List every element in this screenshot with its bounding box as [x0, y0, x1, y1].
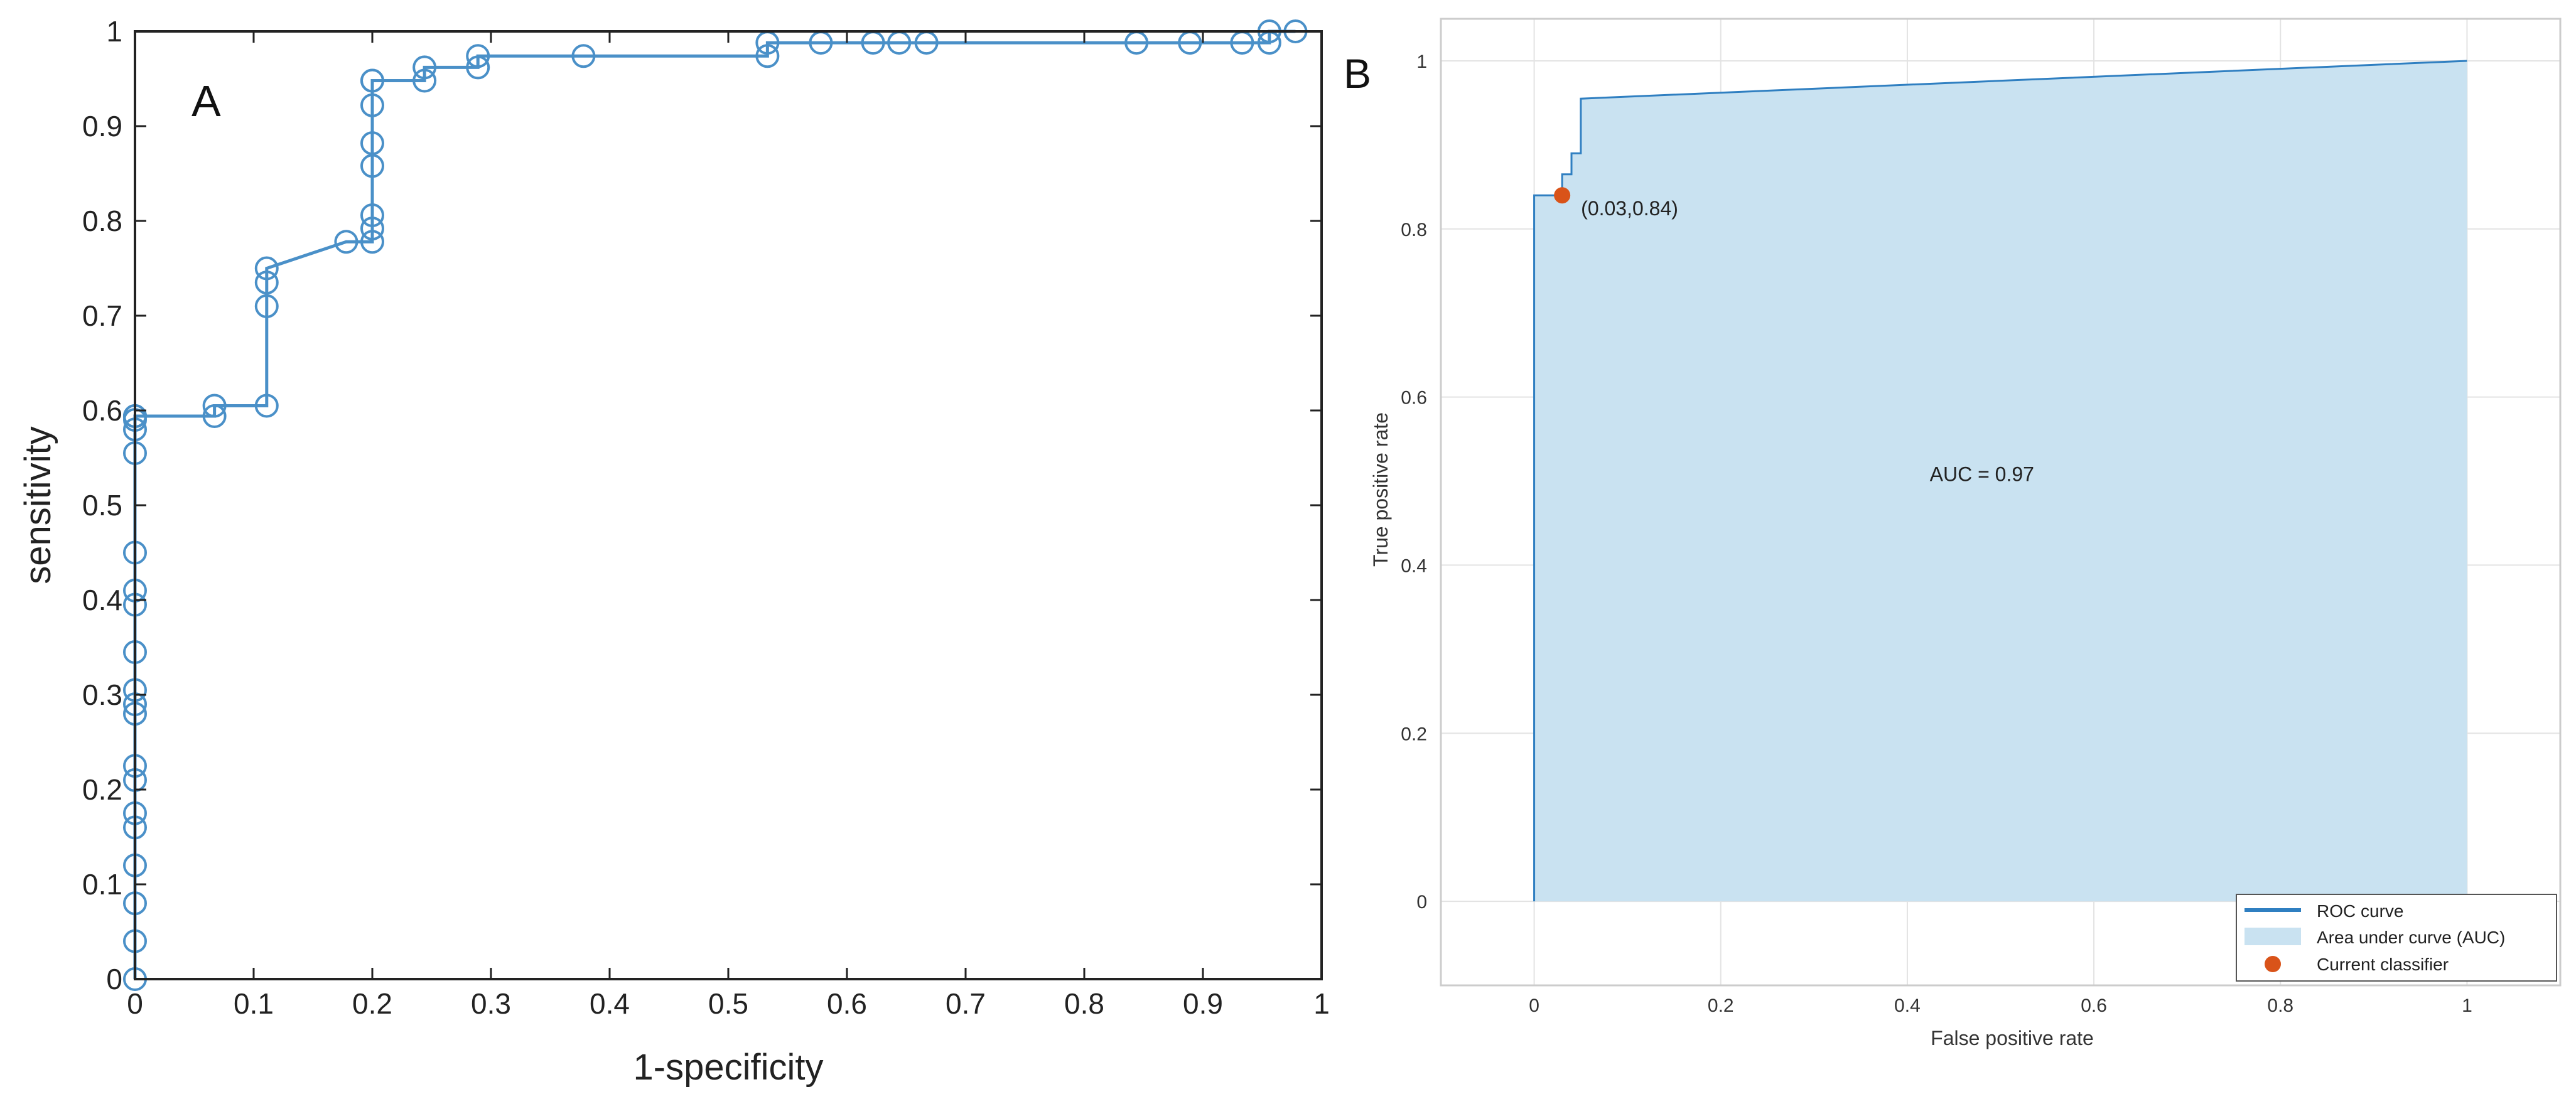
panel-a-ytick-label: 0.3: [82, 678, 122, 711]
legend-classifier-swatch: [2265, 956, 2281, 972]
panel-b-xtick-label: 0.2: [1708, 995, 1734, 1016]
panel-a-roc-point: [254, 294, 279, 318]
panel-a-roc-point: [360, 93, 384, 117]
panel-a-roc-point: [334, 230, 358, 254]
panel-a-ylabel: sensitivity: [18, 426, 58, 584]
panel-a-ytick-label: 0.1: [82, 868, 122, 901]
panel-a-roc-point: [412, 55, 437, 80]
panel-a-xtick-label: 0.9: [1183, 987, 1223, 1020]
auc-area: [1534, 60, 2467, 902]
panel-b-xtick-label: 0.4: [1894, 995, 1921, 1016]
panel-a-ytick-label: 0.8: [82, 205, 122, 237]
panel-a-roc-point: [360, 68, 384, 93]
panel-b-letter: B: [1344, 50, 1371, 97]
panel-a-roc-point: [360, 131, 384, 156]
panel-a-roc-point: [360, 154, 384, 178]
panel-b-legend: ROC curve Area under curve (AUC) Current…: [2236, 894, 2557, 982]
panel-a-xtick-label: 0.5: [708, 987, 748, 1020]
panel-a-xtick-label: 0.4: [590, 987, 630, 1020]
panel-a-xtick-label: 0.8: [1064, 987, 1104, 1020]
panel-a-chart: 0 0.1 0.2 0.3 0.4 0.5 0.6 0.7 0.8 0.9 1 0 0.1 0.2 0.3 0…: [18, 15, 1330, 1088]
panel-a-roc-point: [360, 217, 384, 241]
panel-a-ticks: 0 0.1 0.2 0.3 0.4 0.5 0.6 0.7 0.8 0.9 1 0 0.1 0.2 0.3 0…: [82, 15, 1330, 1020]
panel-b-plot-frame: [1440, 18, 2562, 987]
panel-a-ytick-label: 0.6: [82, 394, 122, 427]
panel-a-roc-point: [254, 394, 279, 418]
panel-a-xtick-label: 0.6: [827, 987, 867, 1020]
panel-b-xtick-label: 1: [2462, 995, 2472, 1016]
panel-a-ytick-label: 0.5: [82, 489, 122, 522]
panel-a-roc-point: [466, 44, 490, 68]
legend-auc-swatch: [2245, 928, 2301, 945]
panel-a-xtick-label: 0.7: [946, 987, 986, 1020]
legend-classifier-label: Current classifier: [2317, 955, 2449, 974]
panel-b-ytick-label: 0.2: [1401, 724, 1427, 744]
current-classifier-point: [1554, 187, 1571, 204]
panel-a-roc-point: [360, 203, 384, 227]
panel-a-xtick-label: 0: [127, 987, 143, 1020]
panel-a-roc-point: [202, 394, 227, 418]
panel-a-ytick-label: 0: [106, 963, 122, 995]
legend-roc-label: ROC curve: [2317, 901, 2403, 921]
panel-a-roc-point: [254, 271, 279, 295]
legend-auc-label: Area under curve (AUC): [2317, 928, 2505, 947]
panel-a-xtick-label: 1: [1313, 987, 1330, 1020]
panel-a-roc-point: [202, 404, 227, 429]
roc-curve-line: [1533, 60, 2467, 902]
panel-a-ytick-label: 0.9: [82, 110, 122, 142]
panel-a-ytick-label: 0.4: [82, 584, 122, 616]
panel-b-marks: [1533, 60, 2467, 902]
panel-a-roc-point: [466, 55, 490, 80]
panel-a-roc-point: [571, 44, 596, 68]
panel-a-roc-point: [755, 44, 780, 68]
auc-annotation: AUC = 0.97: [1930, 463, 2034, 486]
panel-b-xtick-label: 0.8: [2267, 995, 2293, 1016]
panel-b-ytick-label: 0.6: [1401, 388, 1427, 409]
panel-a-roc-point: [254, 256, 279, 281]
panel-a-ytick-label: 0.2: [82, 773, 122, 806]
current-classifier-annotation: (0.03,0.84): [1581, 197, 1678, 220]
panel-a-roc-point: [412, 68, 437, 93]
panel-b-xlabel: False positive rate: [1931, 1027, 2094, 1049]
panel-b-ytick-label: 0.8: [1401, 220, 1427, 240]
panel-b-ytick-label: 0: [1416, 892, 1427, 913]
panel-b-ytick-label: 0.4: [1401, 555, 1427, 576]
panel-b-ytick-label: 1: [1416, 51, 1427, 72]
panel-a-roc-point: [360, 230, 384, 254]
panel-b-ylabel: True positive rate: [1369, 412, 1392, 567]
panel-a-xtick-label: 0.1: [234, 987, 274, 1020]
panel-a-letter: A: [191, 77, 221, 126]
panel-a-xlabel: 1-specificity: [633, 1047, 824, 1088]
panel-a-xtick-label: 0.2: [352, 987, 392, 1020]
panel-a-ytick-label: 0.7: [82, 299, 122, 332]
panel-b-xtick-label: 0: [1529, 995, 1539, 1016]
panel-a-ytick-label: 1: [106, 15, 122, 48]
panel-a-xtick-label: 0.3: [471, 987, 511, 1020]
panel-b-xtick-label: 0.6: [2081, 995, 2107, 1016]
panel-b-ticks: 0 0.2 0.4 0.6 0.8 1 0 0.2 0.4 0.6 0.8 1: [1401, 51, 2472, 1016]
panel-b-chart: 0 0.2 0.4 0.6 0.8 1 0 0.2 0.4 0.6 0.8 1 B False pos…: [1344, 18, 2562, 1049]
